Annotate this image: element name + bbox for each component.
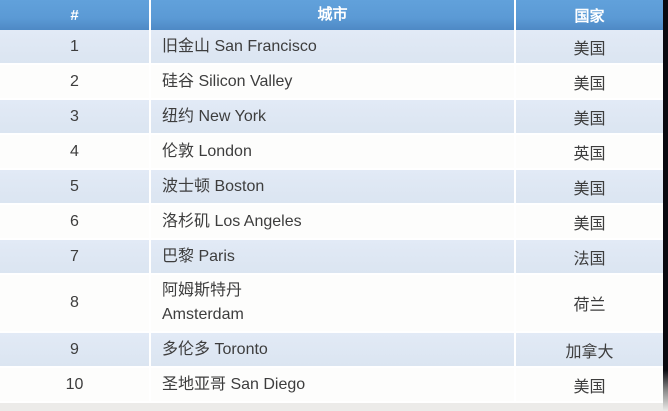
- table-body: 1 旧金山 San Francisco 美国 2 硅谷 Silicon Vall…: [0, 30, 663, 403]
- cell-city: 纽约 New York: [151, 100, 516, 133]
- header-cell-rank: #: [0, 0, 151, 30]
- cell-country: 美国: [573, 180, 606, 198]
- cell-country: 英国: [573, 145, 606, 163]
- bottom-strip: [0, 403, 668, 411]
- cell-rank: 2: [0, 65, 151, 98]
- cell-country: 法国: [573, 250, 606, 268]
- cell-rank: 9: [0, 333, 151, 366]
- cell-rank: 3: [0, 100, 151, 133]
- cell-rank: 4: [0, 135, 151, 168]
- header-cell-country: 国家: [574, 7, 605, 25]
- cell-rank: 6: [0, 205, 151, 238]
- cell-city: 巴黎 Paris: [151, 240, 516, 273]
- table-row: 2 硅谷 Silicon Valley 美国: [0, 65, 663, 100]
- table-row: 3 纽约 New York 美国: [0, 100, 663, 135]
- right-edge-bar: [663, 0, 668, 411]
- data-table: # 城市 国家 1 旧金山 San Francisco 美国 2 硅谷 Sili…: [0, 0, 663, 403]
- cell-city: 伦敦 London: [151, 135, 516, 168]
- cell-rank: 7: [0, 240, 151, 273]
- cell-city: 波士顿 Boston: [151, 170, 516, 203]
- table-row: 5 波士顿 Boston 美国: [0, 170, 663, 205]
- cell-country: 美国: [573, 75, 606, 93]
- table-row: 9 多伦多 Toronto 加拿大: [0, 333, 663, 368]
- header-cell-city: 城市: [151, 0, 516, 30]
- cell-city: 圣地亚哥 San Diego: [151, 368, 516, 401]
- table-row: 4 伦敦 London 英国: [0, 135, 663, 170]
- table-row: 1 旧金山 San Francisco 美国: [0, 30, 663, 65]
- cell-country: 美国: [573, 378, 606, 396]
- cell-city: 阿姆斯特丹 Amsterdam: [151, 275, 516, 331]
- cell-country: 加拿大: [565, 343, 614, 361]
- cell-city: 多伦多 Toronto: [151, 333, 516, 366]
- cell-rank: 10: [0, 368, 151, 401]
- cell-city: 洛杉矶 Los Angeles: [151, 205, 516, 238]
- table-row: 7 巴黎 Paris 法国: [0, 240, 663, 275]
- cell-rank: 5: [0, 170, 151, 203]
- cell-rank: 1: [0, 30, 151, 63]
- cell-rank: 8: [0, 275, 151, 331]
- table-row: 8 阿姆斯特丹 Amsterdam 荷兰: [0, 275, 663, 333]
- cell-country: 美国: [573, 110, 606, 128]
- cell-country: 美国: [573, 215, 606, 233]
- table-row: 6 洛杉矶 Los Angeles 美国: [0, 205, 663, 240]
- cell-country: 荷兰: [573, 297, 606, 314]
- table-row: 10 圣地亚哥 San Diego 美国: [0, 368, 663, 403]
- cell-city: 旧金山 San Francisco: [151, 30, 516, 63]
- cell-country: 美国: [573, 40, 606, 58]
- table-header: # 城市 国家: [0, 0, 663, 30]
- cell-city: 硅谷 Silicon Valley: [151, 65, 516, 98]
